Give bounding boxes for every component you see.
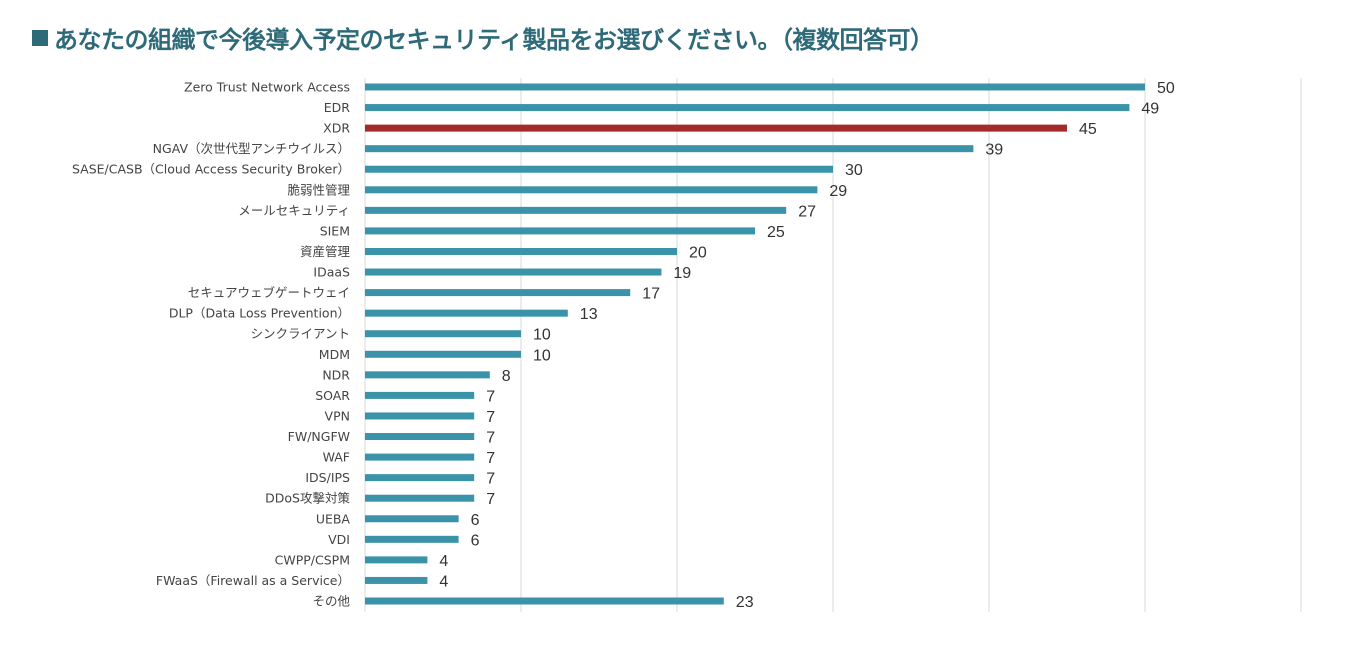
category-label: DDoS攻撃対策 (265, 491, 350, 506)
category-label: 脆弱性管理 (287, 182, 350, 197)
category-label: SOAR (315, 388, 350, 403)
value-label: 50 (1157, 80, 1175, 97)
value-label: 7 (486, 450, 495, 467)
bar-13 (365, 350, 521, 358)
bar-24 (365, 576, 428, 584)
bar-17 (365, 433, 475, 441)
category-label: IDaaS (313, 265, 350, 280)
value-label: 6 (471, 512, 480, 529)
bar-7 (365, 227, 755, 235)
bar-16 (365, 412, 475, 420)
square-bullet-icon (32, 29, 48, 46)
value-label: 7 (486, 409, 495, 426)
category-label: FWaaS（Firewall as a Service） (156, 573, 350, 588)
value-label: 7 (486, 388, 495, 405)
bar-0 (365, 83, 1145, 91)
value-label: 13 (580, 306, 598, 323)
bar-3 (365, 145, 974, 153)
value-label: 49 (1141, 101, 1159, 118)
bar-6 (365, 206, 787, 214)
category-label: シンクライアント (250, 326, 350, 341)
category-label: その他 (312, 594, 350, 609)
value-label: 27 (798, 203, 816, 220)
grid-lines (364, 78, 1302, 612)
category-label: EDR (324, 100, 351, 115)
value-label: 7 (486, 471, 495, 488)
category-label: NDR (322, 367, 350, 382)
value-label: 25 (767, 224, 785, 241)
value-label: 45 (1079, 121, 1097, 138)
value-label: 39 (985, 142, 1003, 159)
value-label: 29 (829, 183, 847, 200)
category-label: VDI (328, 532, 350, 547)
category-label: 資産管理 (300, 244, 351, 259)
category-label: WAF (323, 450, 350, 465)
bar-2 (365, 124, 1067, 132)
bar-10 (365, 289, 631, 297)
value-label: 4 (439, 553, 448, 570)
value-label: 8 (502, 368, 511, 385)
bar-22 (365, 535, 459, 543)
bar-23 (365, 556, 428, 564)
value-labels: 5049453930292725201917131010877777766442… (439, 80, 1174, 611)
bar-19 (365, 474, 475, 482)
category-label: MDM (319, 347, 350, 362)
category-label: DLP（Data Loss Prevention） (169, 306, 350, 321)
bar-9 (365, 268, 662, 276)
category-label: XDR (323, 121, 350, 136)
category-label: FW/NGFW (288, 429, 350, 444)
chart-title: あなたの組織で今後導入予定のセキュリティ製品をお選びください。（複数回答可） (32, 20, 934, 55)
value-label: 7 (486, 491, 495, 508)
category-label: VPN (325, 408, 350, 423)
category-label: SIEM (320, 223, 350, 238)
category-label: NGAV（次世代型アンチウイルス） (153, 141, 350, 156)
bar-18 (365, 453, 475, 461)
bar-15 (365, 391, 475, 399)
category-label: SASE/CASB（Cloud Access Security Broker） (72, 162, 350, 177)
value-label: 19 (673, 265, 691, 282)
bar-5 (365, 186, 818, 194)
chart-title-text: あなたの組織で今後導入予定のセキュリティ製品をお選びください。（複数回答可） (54, 26, 934, 54)
bars (365, 83, 1145, 605)
bar-14 (365, 371, 490, 379)
category-label: IDS/IPS (305, 470, 350, 485)
value-label: 20 (689, 244, 707, 261)
value-label: 7 (486, 430, 495, 447)
value-label: 10 (533, 327, 551, 344)
value-label: 17 (642, 286, 660, 303)
bar-1 (365, 104, 1130, 112)
bar-25 (365, 597, 724, 605)
bar-21 (365, 515, 459, 523)
bar-20 (365, 494, 475, 502)
bar-11 (365, 309, 568, 317)
value-label: 4 (439, 573, 448, 590)
category-labels: Zero Trust Network Access EDR XDR NGAV（次世代型… (72, 80, 351, 609)
category-label: メールセキュリティ (238, 203, 350, 218)
value-label: 23 (736, 594, 754, 611)
value-label: 10 (533, 347, 551, 364)
value-label: 6 (471, 532, 480, 549)
value-label: 30 (845, 162, 863, 179)
category-label: Zero Trust Network Access (184, 80, 350, 95)
category-label: UEBA (316, 511, 351, 526)
bar-8 (365, 247, 677, 255)
category-label: セキュアウェブゲートウェイ (188, 285, 350, 300)
bar-12 (365, 330, 521, 338)
category-label: CWPP/CSPM (275, 552, 350, 567)
bar-4 (365, 165, 833, 173)
